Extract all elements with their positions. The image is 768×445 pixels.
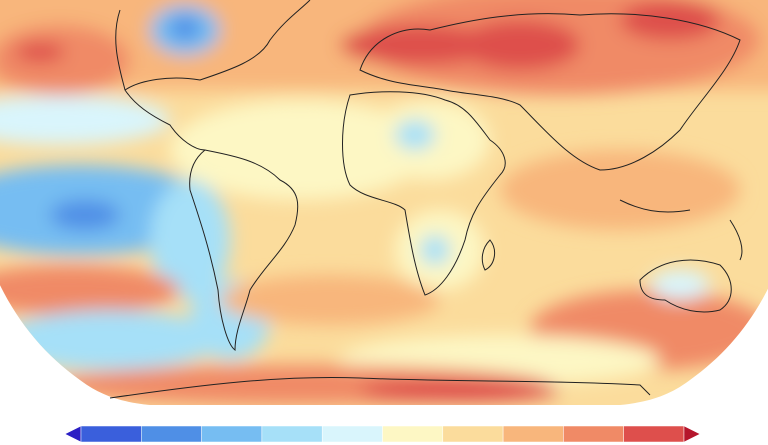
colorbar-swatch	[80, 425, 142, 443]
colorbar-extend-low	[64, 425, 82, 443]
colorbar-swatch	[261, 425, 323, 443]
colorbar-extend-high	[683, 425, 701, 443]
colorbar-swatch	[442, 425, 504, 443]
colorbar-swatch	[382, 425, 444, 443]
colorbar	[64, 425, 701, 443]
colorbar-swatch	[201, 425, 263, 443]
colorbar-swatch	[502, 425, 564, 443]
colorbar-swatch	[321, 425, 383, 443]
coastlines	[109, 0, 743, 399]
colorbar-swatch	[623, 425, 685, 443]
colorbar-swatch	[563, 425, 624, 443]
colorbar-swatch	[141, 425, 202, 443]
anomaly-field	[0, 0, 768, 405]
